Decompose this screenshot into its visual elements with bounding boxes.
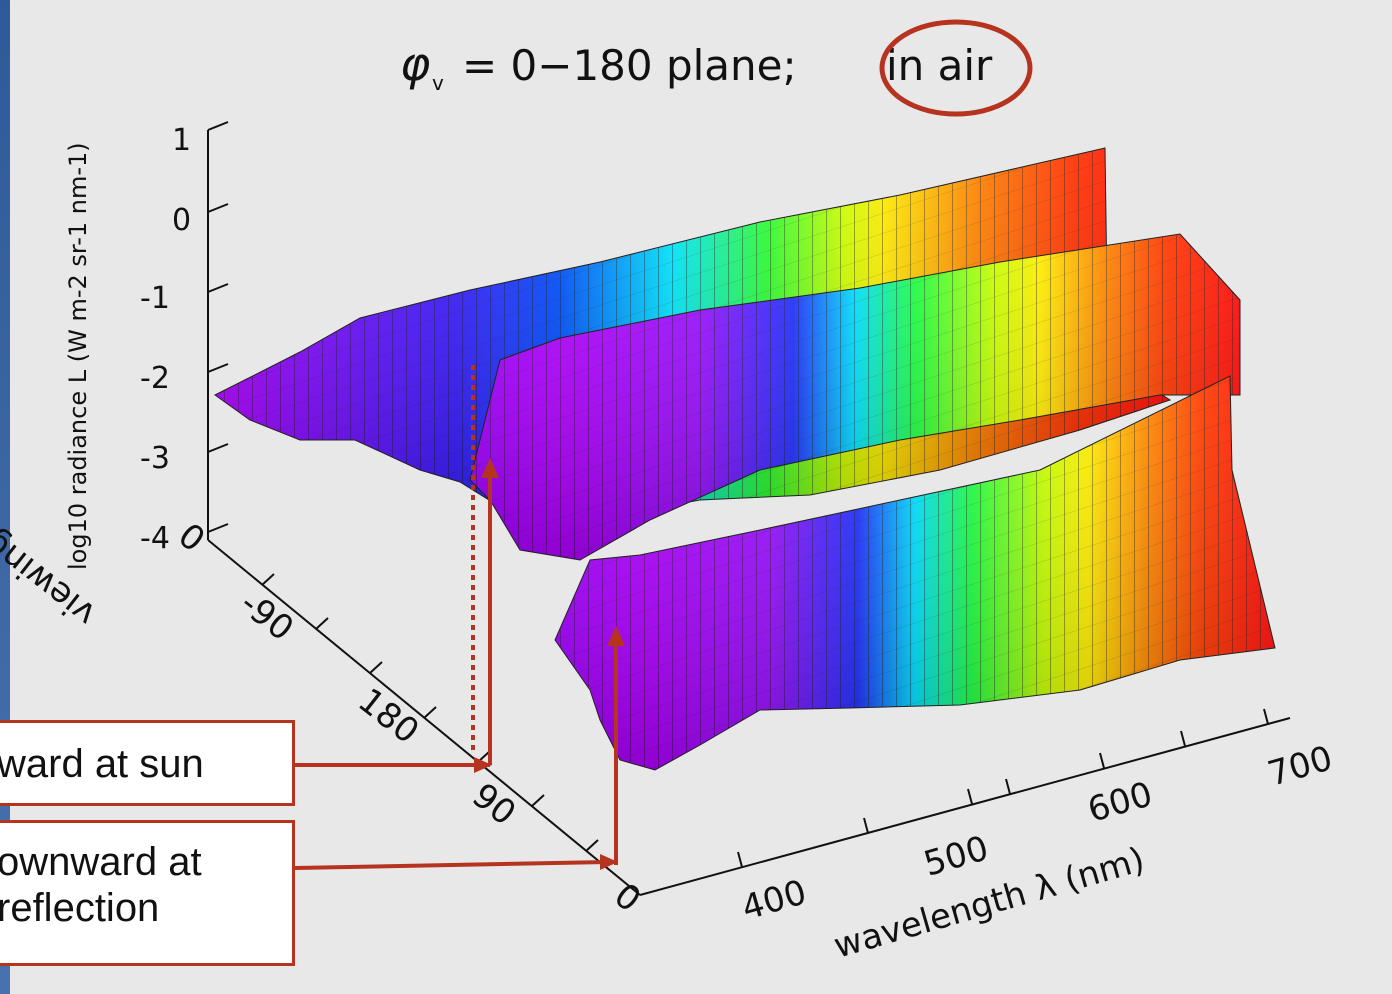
y-tick-label: 0 [170,516,212,561]
z-tick-label: -3 [140,441,170,476]
x-tick-label: 700 [1263,738,1336,794]
surface-middle-ridge [469,233,1241,561]
callout-downward-line2: reflection [0,886,160,930]
callout-downward-line1: ownward at [0,840,202,884]
z-axis [207,121,229,540]
y-tick-label: 180 [350,681,426,752]
title-highlight-text: in air [886,41,993,90]
z-tick-label: -1 [140,281,170,316]
z-tick-label: 0 [172,203,191,238]
chart-title: φ v = 0−180 plane; in air [400,19,1033,117]
z-tick-label: 1 [172,123,191,158]
downward-connector [294,860,609,870]
x-tick-label: 500 [919,828,992,884]
y-tick-label: 90 [464,776,523,834]
z-tick-labels: 1 0 -1 -2 -3 -4 [140,123,191,556]
x-tick-label: 400 [737,872,810,928]
downward-connector-head [600,854,618,870]
arrow-heads [474,458,625,870]
z-tick-label: -4 [140,521,170,556]
z-tick-label: -2 [140,361,170,396]
callout-upward-text: ward at sun [0,742,204,786]
downward-arrow-head [607,626,625,646]
annotation-arrows [294,365,618,870]
x-tick-label: 600 [1083,774,1156,830]
callout-upward-at-sun: ward at sun [0,720,295,806]
upward-connector-head [474,757,492,773]
title-text: = 0−180 plane; [462,41,797,90]
y-tick-label: 0 [606,876,648,921]
title-subscript: v [432,71,444,95]
y-tick-label: -90 [232,584,300,650]
surface-front-band [554,375,1276,771]
y-axis [207,539,641,896]
title-highlight-circle [879,19,1033,117]
callout-downward-at-reflection: ownward at reflection [0,820,295,966]
x-axis [639,708,1291,896]
title-phi-symbol: φ [400,37,430,91]
z-axis-label: log10 radiance L (W m-2 sr-1 nm-1) [64,142,92,570]
upward-arrow-head [481,458,499,478]
